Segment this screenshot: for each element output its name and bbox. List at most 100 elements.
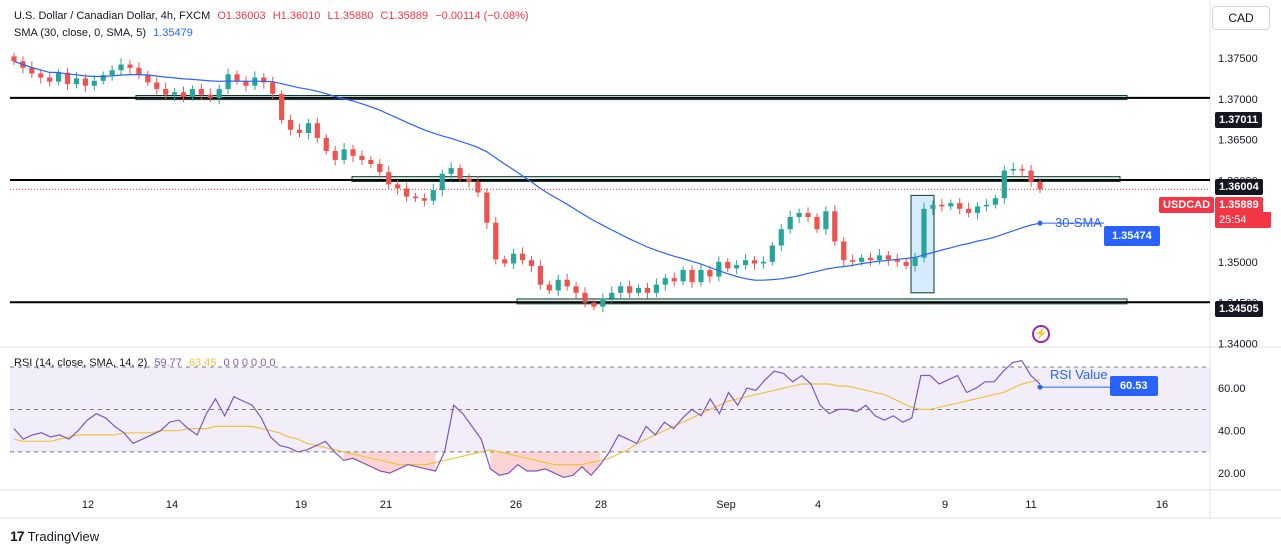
candle-body xyxy=(180,92,187,98)
candle-body xyxy=(573,286,579,293)
rsi-ma-legend-value: 63.45 xyxy=(188,357,217,369)
candle-body xyxy=(716,261,722,277)
candle-body xyxy=(858,257,865,262)
tradingview-logo-text: TradingView xyxy=(27,528,100,544)
candle-body xyxy=(609,292,615,299)
sma-annotation: 30-SMA xyxy=(1055,215,1102,230)
rsi-value-tag: 60.53 xyxy=(1110,376,1158,396)
candle-body xyxy=(698,269,704,283)
candle-body xyxy=(734,265,740,269)
candle-body xyxy=(778,229,784,246)
time-tick-label: 9 xyxy=(942,499,948,511)
candle-body xyxy=(100,75,106,81)
candle-body xyxy=(742,260,749,266)
lightning-icon[interactable]: ⚡ xyxy=(1032,325,1050,343)
candle-body xyxy=(457,168,463,179)
candle-body xyxy=(725,261,731,269)
rsi-legend[interactable]: RSI (14, close, SMA, 14, 2) 59.77 63.45 … xyxy=(14,356,276,370)
rsi-legend-extra: 0 0 0 0 0 0 xyxy=(223,357,276,369)
candle-body xyxy=(974,206,981,213)
candle-body xyxy=(939,204,945,207)
candle-body xyxy=(127,64,133,68)
time-tick-label: 28 xyxy=(595,499,607,511)
candle-body xyxy=(243,80,249,86)
rsi-line xyxy=(13,359,1041,479)
tradingview-logo-icon: 17 xyxy=(10,528,25,544)
rsi-oversold-fill xyxy=(380,451,390,474)
candle-body xyxy=(618,286,624,293)
candle-body xyxy=(502,259,508,264)
candle-body xyxy=(591,302,597,307)
candle-body xyxy=(680,269,686,282)
rsi-tick-label: 60.00 xyxy=(1218,383,1246,395)
candle-body xyxy=(368,159,374,164)
candle-body xyxy=(421,198,427,201)
rsi-ma-line xyxy=(13,379,1041,466)
level-high-price-label: 1.37011 xyxy=(1215,112,1263,128)
candle-body xyxy=(109,70,115,76)
ohlc-high: H1.36010 xyxy=(272,10,321,22)
rsi-oversold-fill xyxy=(572,451,582,476)
candle-body xyxy=(261,77,267,83)
candle-body xyxy=(600,298,606,307)
candle-body xyxy=(653,284,659,293)
price-tick-label: 1.34000 xyxy=(1218,338,1258,350)
candle-body xyxy=(341,149,347,160)
candle-body xyxy=(814,216,820,230)
candle-body xyxy=(671,278,677,282)
candle-body xyxy=(921,208,927,258)
currency-button[interactable]: CAD xyxy=(1212,6,1270,30)
candle-body xyxy=(966,208,972,213)
sma-value-tag: 1.35474 xyxy=(1104,226,1160,246)
candle-body xyxy=(332,150,338,160)
rsi-tick-label: 20.00 xyxy=(1218,468,1246,480)
sma-legend[interactable]: SMA (30, close, 0, SMA, 5) 1.35479 xyxy=(14,26,193,40)
countdown-label: 25:54 xyxy=(1215,212,1271,228)
time-tick-label: 26 xyxy=(510,499,522,511)
candle-body xyxy=(983,204,990,207)
ohlc-close: C1.35889 xyxy=(380,10,429,22)
candle-body xyxy=(448,168,454,174)
candle-body xyxy=(296,129,303,134)
candle-body xyxy=(1037,181,1043,190)
candle-body xyxy=(528,260,535,266)
candle-body xyxy=(957,203,963,209)
candle-body xyxy=(627,286,633,293)
rsi-oversold-fill xyxy=(545,451,555,474)
price-tick-label: 1.35000 xyxy=(1218,257,1258,269)
rsi-oversold-fill xyxy=(407,451,418,467)
candle-body xyxy=(136,67,142,75)
rsi-oversold-fill xyxy=(490,451,500,476)
time-tick-label: 21 xyxy=(380,499,392,511)
time-tick-label: 11 xyxy=(1025,499,1036,511)
symbol-tag: USDCAD xyxy=(1159,197,1215,213)
rsi-tick-label: 40.00 xyxy=(1218,426,1246,438)
time-tick-label: 16 xyxy=(1156,499,1168,511)
candle-body xyxy=(832,211,838,242)
candle-body xyxy=(992,198,998,205)
candle-body xyxy=(216,88,222,98)
candle-body xyxy=(519,253,526,261)
candle-body xyxy=(689,269,695,283)
candle-body xyxy=(894,259,900,262)
candle-body xyxy=(403,188,410,197)
sma-30-line xyxy=(13,60,1041,281)
tradingview-logo[interactable]: 17 TradingView xyxy=(10,528,99,544)
candle-body xyxy=(876,255,883,261)
candle-body xyxy=(751,260,758,264)
price-tick-label: 1.36500 xyxy=(1218,135,1258,147)
candle-body xyxy=(1001,170,1007,199)
candle-body xyxy=(546,284,552,291)
candle-body xyxy=(475,181,481,193)
candle-body xyxy=(769,245,775,262)
candle-body xyxy=(350,149,356,156)
candle-body xyxy=(903,261,909,266)
candle-body xyxy=(885,255,891,260)
candle-body xyxy=(493,222,499,260)
rsi-annotation: RSI Value xyxy=(1050,367,1108,382)
price-tick-label: 1.37000 xyxy=(1218,94,1258,106)
candle-body xyxy=(930,204,936,209)
candle-body xyxy=(171,92,178,95)
candle-body xyxy=(154,82,160,89)
